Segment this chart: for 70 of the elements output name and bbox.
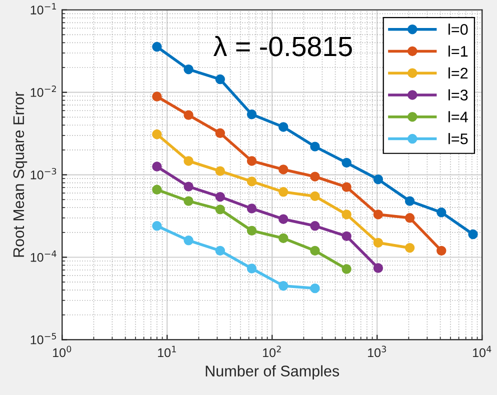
x-tick-label: 10$^{2}$ xyxy=(263,346,281,358)
point xyxy=(184,196,194,206)
point xyxy=(342,158,352,168)
point xyxy=(152,129,162,140)
point xyxy=(184,64,194,74)
point xyxy=(246,226,257,236)
point xyxy=(184,182,194,192)
point xyxy=(278,233,288,244)
point xyxy=(278,214,288,224)
point xyxy=(342,231,352,242)
point xyxy=(278,280,288,291)
y-tick-label: 10$^{−3}$ xyxy=(30,168,56,180)
y-tick-label: 10$^{−1}$ xyxy=(30,3,56,14)
point xyxy=(404,213,415,223)
point xyxy=(246,156,257,166)
legend-label: l=0 xyxy=(448,24,468,35)
point xyxy=(404,242,415,253)
point xyxy=(152,162,162,172)
point xyxy=(278,187,288,197)
legend-label: l=2 xyxy=(448,67,468,78)
point xyxy=(184,236,194,246)
annotation: λ = -0.5815 xyxy=(214,36,352,56)
point xyxy=(215,128,226,138)
x-axis-title: Number of Samples xyxy=(206,365,340,380)
point xyxy=(404,196,415,206)
point xyxy=(436,246,446,256)
point xyxy=(278,164,288,174)
x-tick-label: 10$^{3}$ xyxy=(368,346,386,358)
point xyxy=(152,221,162,231)
point xyxy=(342,182,352,192)
point xyxy=(342,264,352,274)
point xyxy=(373,238,384,248)
point xyxy=(215,192,226,202)
point xyxy=(246,264,257,274)
point xyxy=(184,156,194,166)
point xyxy=(310,191,320,202)
point xyxy=(246,204,257,214)
point xyxy=(310,172,320,182)
point xyxy=(215,246,226,256)
point xyxy=(152,92,162,102)
legend-label: l=4 xyxy=(448,111,468,122)
point xyxy=(373,174,384,184)
point xyxy=(436,208,446,218)
x-tick-label: 10$^{4}$ xyxy=(473,346,492,358)
point xyxy=(152,42,162,52)
point xyxy=(310,246,320,256)
y-axis-title: Root Mean Square Error xyxy=(13,92,28,257)
y-tick-label: 10$^{−2}$ xyxy=(30,85,56,97)
point xyxy=(152,184,162,195)
point xyxy=(215,204,226,214)
point xyxy=(278,122,288,132)
point xyxy=(184,110,194,120)
point xyxy=(246,176,257,186)
y-tick-label: 10$^{−5}$ xyxy=(30,332,56,344)
point xyxy=(215,166,226,176)
legend-label: l=5 xyxy=(448,133,468,144)
point xyxy=(246,110,257,120)
point xyxy=(468,229,478,240)
y-tick-label: 10$^{−4}$ xyxy=(30,250,56,262)
point xyxy=(310,221,320,231)
point xyxy=(310,283,320,294)
point xyxy=(215,74,226,84)
legend-label: l=1 xyxy=(448,46,468,57)
point xyxy=(373,210,384,220)
x-tick-label: 10$^{0}$ xyxy=(53,346,72,358)
point xyxy=(373,263,384,273)
point xyxy=(310,142,320,152)
x-tick-label: 10$^{1}$ xyxy=(158,346,176,358)
legend-label: l=3 xyxy=(448,89,468,100)
point xyxy=(342,210,352,220)
